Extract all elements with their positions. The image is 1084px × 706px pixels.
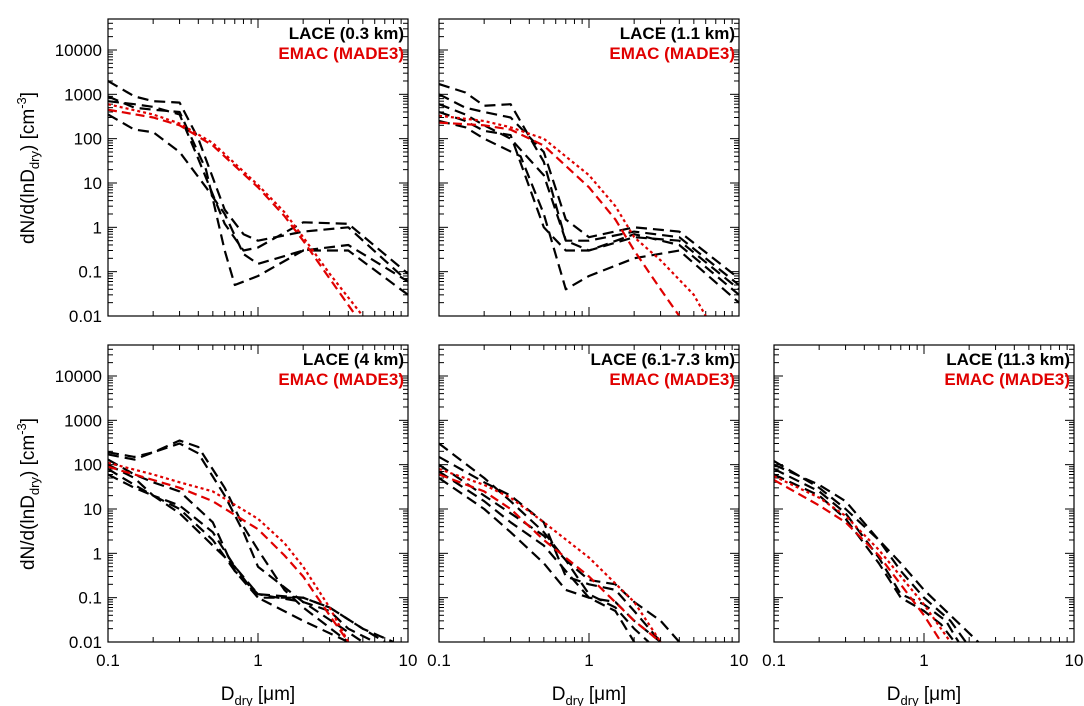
x-tick-label: 10	[399, 651, 418, 670]
legend-emac: EMAC (MADE3)	[278, 370, 404, 389]
legend-lace: LACE (11.3 km)	[946, 350, 1070, 369]
series-line-lace	[439, 463, 650, 642]
legend-lace: LACE (1.1 km)	[620, 24, 735, 43]
x-axis-label-panel-4: Ddry [μm]	[552, 684, 626, 706]
legend-lace: LACE (0.3 km)	[289, 24, 404, 43]
series-line-lace	[774, 473, 956, 642]
series-line-lace	[108, 442, 364, 642]
y-tick-label: 1000	[64, 85, 102, 104]
panel-lace-0-3km: 0.01 0.1 1 10 100 1000 10000 LACE (0.3 km)EMAC …	[55, 18, 409, 326]
y-tick-label: 0.01	[69, 633, 102, 652]
series-line-emac	[439, 473, 662, 642]
y-tick-label: 10	[83, 500, 102, 519]
x-tick-label: 10	[1065, 651, 1084, 670]
series-line-emac	[108, 465, 350, 642]
series-group	[439, 442, 681, 642]
legend-emac: EMAC (MADE3)	[609, 44, 735, 63]
series-line-lace	[439, 455, 662, 642]
series-group	[439, 83, 739, 316]
series-group	[108, 439, 394, 642]
series-line-lace	[774, 468, 960, 642]
series-group	[774, 460, 980, 642]
plot-frame	[438, 344, 740, 643]
series-line-lace	[439, 93, 739, 280]
y-tick-label: 0.1	[78, 589, 102, 608]
y-tick-label: 0.1	[78, 263, 102, 282]
plot-frame	[438, 18, 740, 317]
series-line-lace	[774, 460, 980, 642]
series-line-lace	[108, 95, 408, 296]
series-line-lace	[108, 113, 408, 283]
series-line-emac	[774, 475, 952, 642]
x-tick-label: 1	[584, 651, 593, 670]
series-line-emac	[108, 103, 364, 316]
series-line-lace	[439, 442, 681, 642]
y-tick-label: 0.01	[69, 307, 102, 326]
series-line-emac	[774, 479, 943, 642]
x-tick-label: 0.1	[427, 651, 451, 670]
series-line-emac	[439, 114, 707, 316]
series-line-lace	[439, 103, 739, 291]
series-line-lace	[439, 119, 739, 304]
legend-lace: LACE (6.1-7.3 km)	[590, 350, 735, 369]
y-tick-label: 100	[74, 130, 102, 149]
series-line-lace	[774, 463, 967, 642]
legend-lace: LACE (4 km)	[303, 350, 404, 369]
y-axis-label-bottom: dN/d(lnDdry) [cm-3]	[14, 418, 42, 570]
legend-emac: EMAC (MADE3)	[278, 44, 404, 63]
series-line-lace	[108, 463, 386, 642]
y-tick-label: 100	[74, 456, 102, 475]
series-line-lace	[108, 100, 408, 275]
series-line-lace	[439, 110, 739, 296]
panel-lace-6-1-7-3km: 0.1 1 10 LACE (6.1-7.3 km)EMAC (MADE3)	[427, 344, 749, 670]
x-tick-label: 1	[919, 651, 928, 670]
x-tick-label: 1	[253, 651, 262, 670]
x-tick-label: 0.1	[762, 651, 786, 670]
series-line-emac	[108, 461, 350, 642]
y-tick-label: 1000	[64, 411, 102, 430]
series-line-lace	[108, 439, 349, 642]
y-axis-label-top: dN/d(lnDdry) [cm-3]	[14, 92, 42, 244]
legend-emac: EMAC (MADE3)	[609, 370, 735, 389]
panel-lace-11-3km: 0.1 1 10 LACE (11.3 km)EMAC (MADE3)	[762, 344, 1084, 670]
legend-emac: EMAC (MADE3)	[944, 370, 1070, 389]
x-tick-label: 0.1	[96, 651, 120, 670]
plot-frame	[773, 344, 1075, 643]
series-line-lace	[108, 80, 408, 283]
series-line-lace	[439, 477, 662, 642]
x-axis-label-panel-5: Ddry [μm]	[887, 684, 961, 706]
y-tick-label: 1	[93, 218, 102, 237]
series-line-emac	[108, 108, 357, 316]
series-line-lace	[439, 470, 636, 642]
x-axis-label-panel-3: Ddry [μm]	[221, 684, 295, 706]
series-group	[108, 80, 408, 316]
y-tick-label: 10	[83, 174, 102, 193]
series-line-lace	[108, 473, 394, 642]
x-tick-label: 10	[730, 651, 749, 670]
series-line-emac	[439, 467, 662, 642]
series-line-lace	[439, 83, 739, 286]
y-tick-label: 10000	[55, 367, 102, 386]
panel-lace-1-1km: LACE (1.1 km)EMAC (MADE3)	[438, 18, 740, 317]
series-line-lace	[108, 468, 349, 642]
y-tick-label: 1	[93, 544, 102, 563]
plot-frame	[107, 18, 409, 317]
y-tick-label: 10000	[55, 41, 102, 60]
plot-frame	[107, 344, 409, 643]
series-line-emac	[439, 121, 681, 316]
